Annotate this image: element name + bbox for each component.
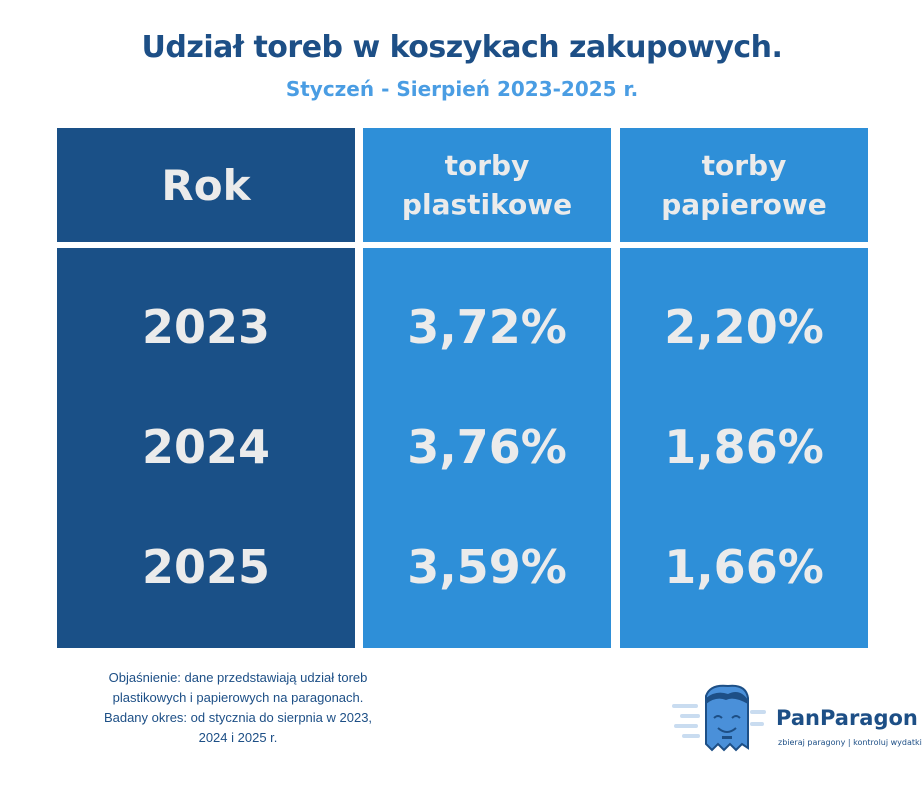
footnote-line: Badany okres: od stycznia do sierpnia w … [103, 710, 373, 725]
brand-name: PanParagon [776, 706, 918, 730]
chart-title: Udział toreb w koszykach zakupowych. [141, 30, 783, 65]
header-paper: torby papierowe [620, 128, 868, 242]
table-cell-plastic-2025: 3,59% [407, 540, 567, 594]
year-column: 2023 2024 2025 [57, 248, 355, 648]
table-cell-paper-2025: 1,66% [664, 540, 824, 594]
header-paper-line2: papierowe [661, 188, 827, 221]
footnote-line: plastikowych i papierowych na paragonach… [112, 690, 364, 705]
table-cell-year-2025: 2025 [141, 540, 271, 594]
footnote: Objaśnienie: dane przedstawiają udział t… [60, 668, 416, 748]
brand-tagline: zbieraj paragony | kontroluj wydatki [778, 738, 922, 747]
chart-subtitle: Styczeń - Sierpień 2023-2025 r. [285, 77, 639, 101]
table-cell-paper-2024: 1,86% [664, 420, 824, 474]
footnote-line: Objaśnienie: dane przedstawiają udział t… [108, 670, 368, 685]
paper-column: 2,20% 1,86% 1,66% [620, 248, 868, 648]
table-cell-plastic-2023: 3,72% [407, 300, 567, 354]
footnote-line: 2024 i 2025 r. [198, 730, 278, 745]
table-cell-year-2023: 2023 [141, 300, 271, 354]
panparagon-mascot-icon [672, 684, 766, 752]
header-plastic-line1: torby [444, 148, 530, 182]
plastic-column: 3,72% 3,76% 3,59% [363, 248, 611, 648]
header-plastic-line2: plastikowe [401, 188, 573, 221]
table-cell-paper-2023: 2,20% [664, 300, 824, 354]
header-plastic: torby plastikowe [363, 128, 611, 242]
header-rok: Rok [57, 128, 355, 242]
header-paper-line1: torby [701, 148, 787, 182]
table-cell-year-2024: 2024 [141, 420, 271, 474]
table-cell-plastic-2024: 3,76% [407, 420, 567, 474]
